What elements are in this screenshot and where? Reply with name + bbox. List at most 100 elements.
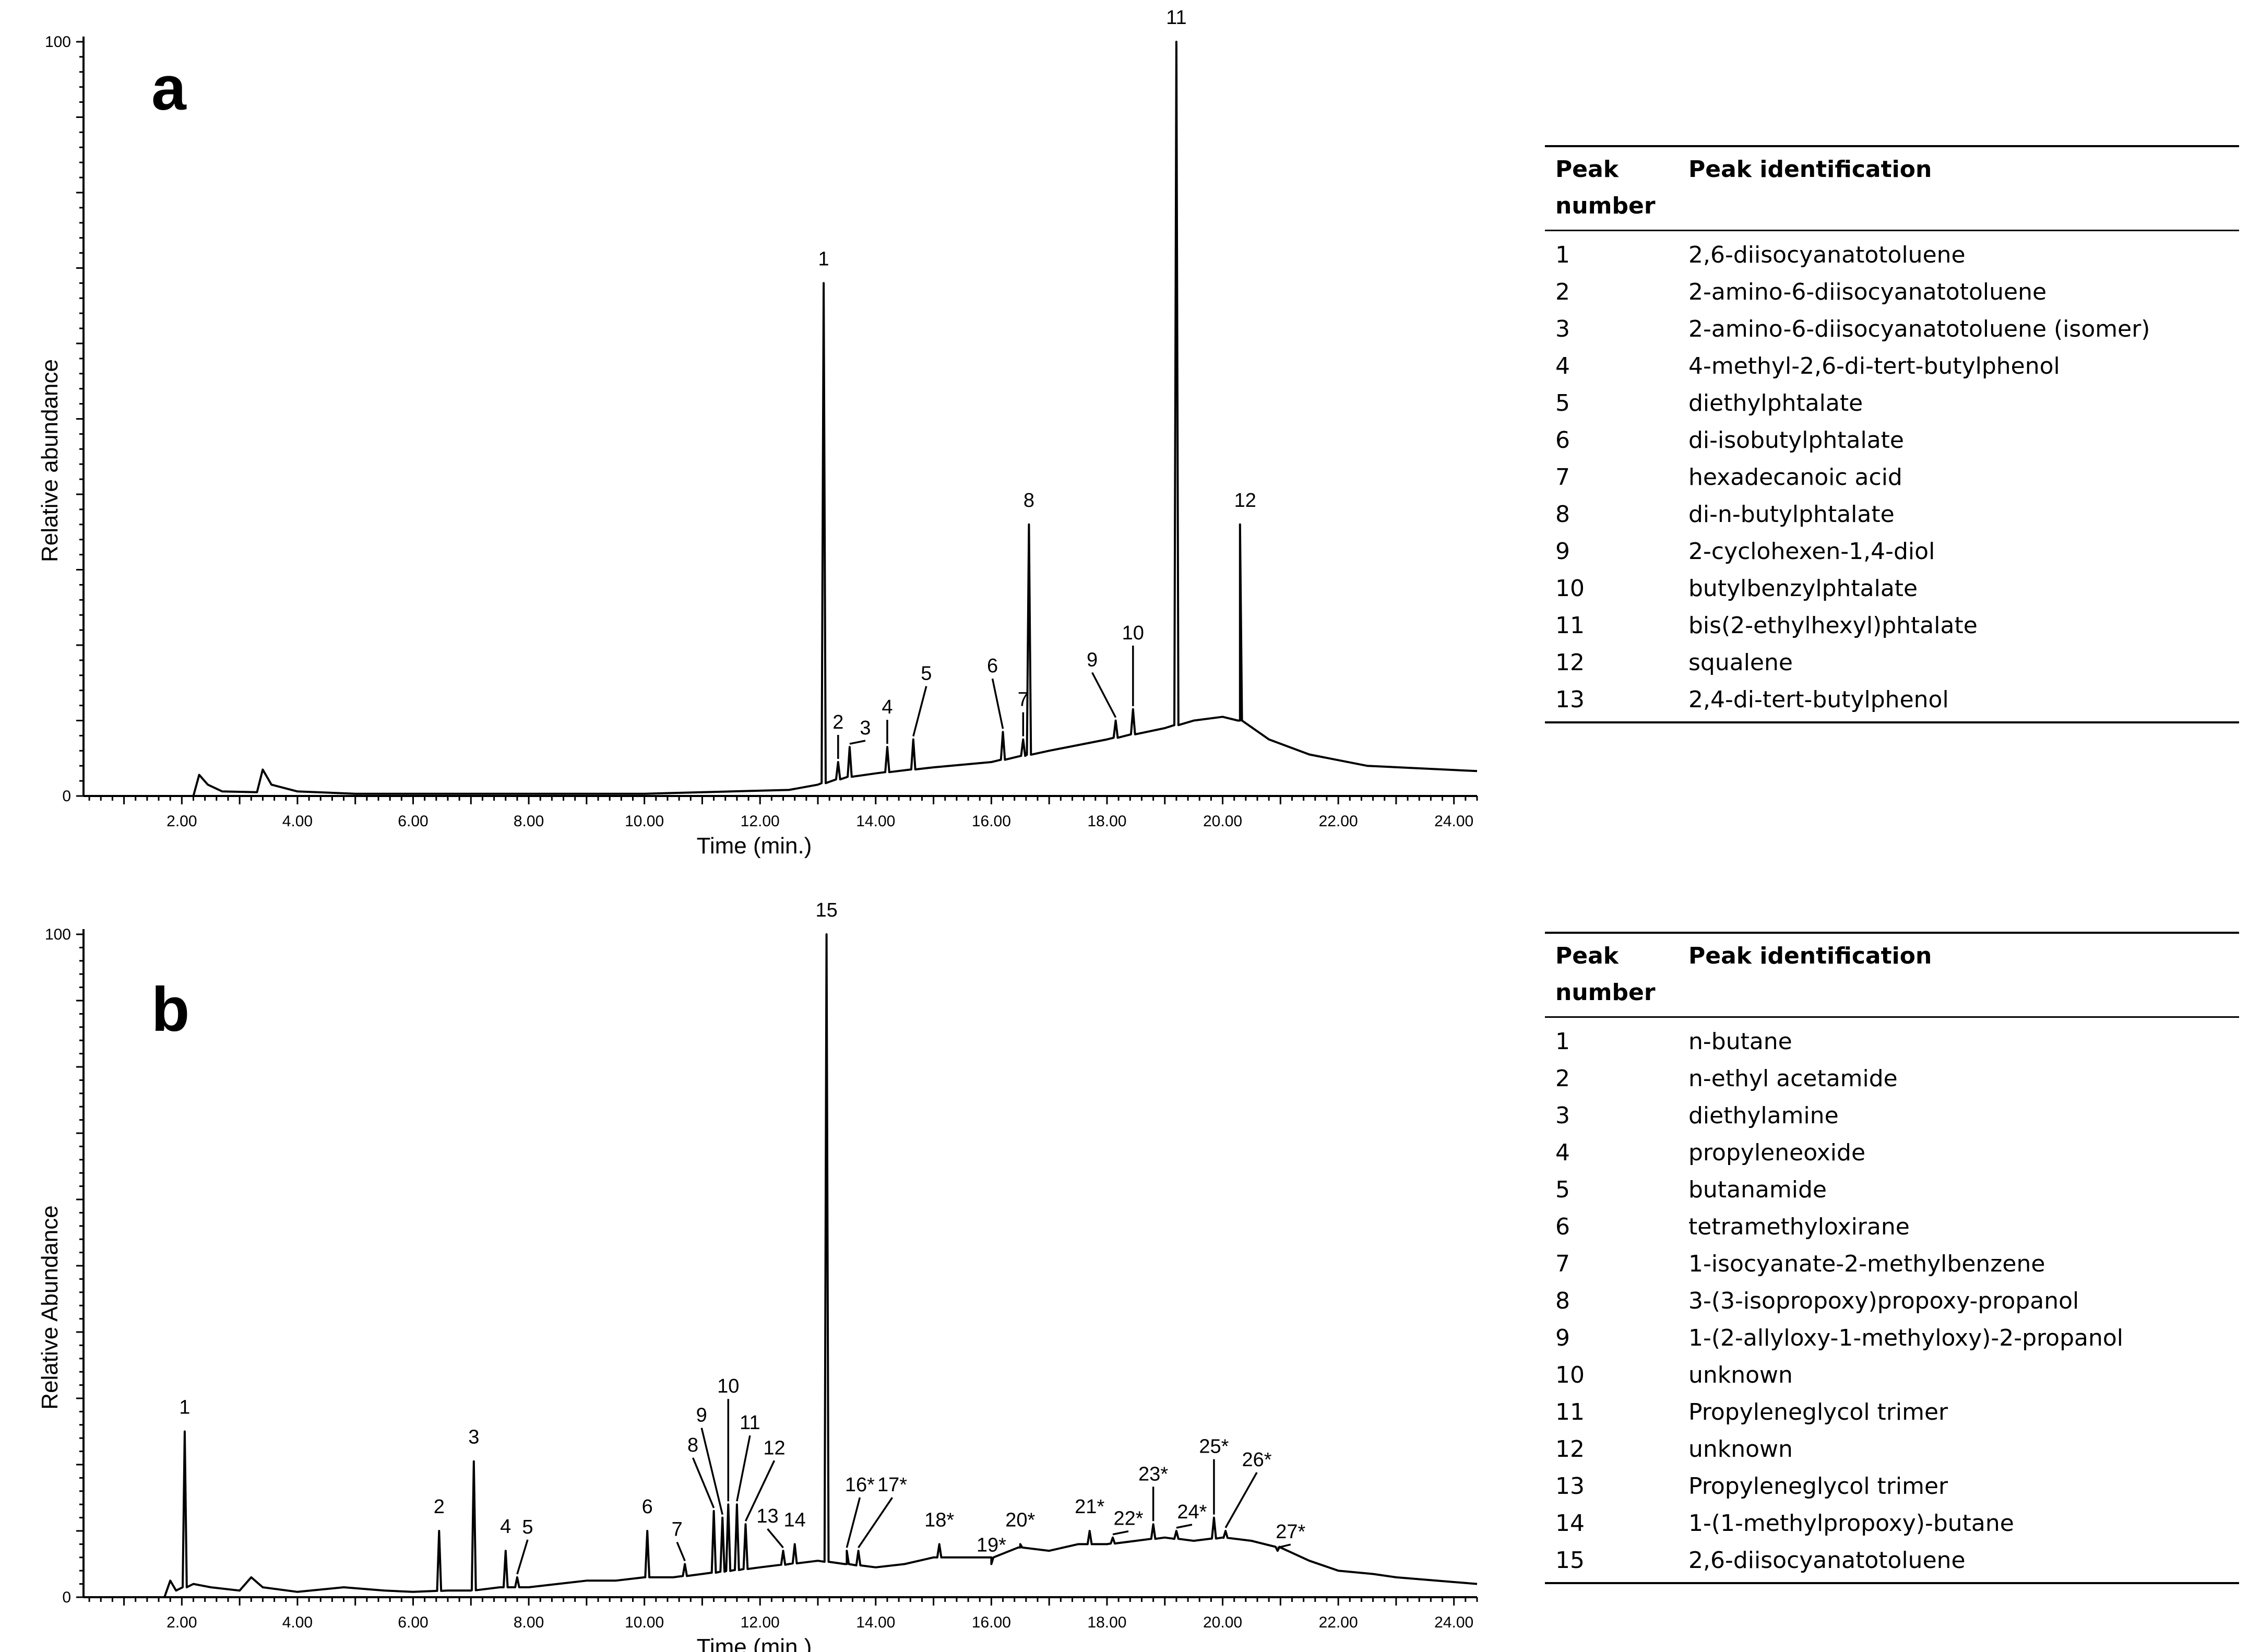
peak-number: 8 [1555, 501, 1570, 528]
peak-label: 8 [1024, 490, 1034, 512]
peak-number: 9 [1555, 1325, 1570, 1351]
peak-number: 12 [1555, 649, 1585, 676]
peak-leader-line [858, 1497, 894, 1549]
peak-table-row: 15 2,6-diisocyanatotoluene [1545, 1542, 2239, 1579]
peak-leader-line [736, 1435, 751, 1502]
peak-label: 17* [877, 1474, 907, 1496]
peak-table-row: 4 4-methyl-2,6-di-tert-butylphenol [1545, 348, 2239, 385]
peak-label: 2 [832, 711, 843, 733]
peak-identification: butylbenzylphtalate [1688, 575, 1918, 602]
peak-number: 12 [1555, 1436, 1585, 1463]
peak-table-row: 2 n-ethyl acetamide [1545, 1060, 2239, 1097]
peak-leader-line [1224, 1472, 1258, 1528]
y-tick-label: 0 [62, 788, 71, 805]
y-axis-title: Relative Abundance [37, 1205, 63, 1409]
peak-table-row: 6 di-isobutylphtalate [1545, 422, 2239, 459]
peak-table-a-header: Peak number Peak identification [1545, 147, 2239, 231]
peak-table-a: Peak number Peak identification 1 2,6-dii… [1545, 145, 2239, 723]
peak-table-row: 7 hexadecanoic acid [1545, 459, 2239, 496]
header-peak-number: Peak number [1545, 151, 1688, 224]
peak-label: 3 [468, 1427, 479, 1448]
peak-table-row: 4 propyleneoxide [1545, 1134, 2239, 1171]
peak-label: 4 [882, 696, 893, 718]
peak-label: 9 [696, 1405, 707, 1427]
plot-b: 0 100 2.00 4.00 6.00 8.00 10.00 12.00 14.00 16.00… [37, 899, 1478, 1652]
x-tick-label: 8.00 [514, 813, 544, 830]
peak-identification: Propyleneglycol trimer [1688, 1399, 1948, 1425]
peak-identification: 2,4-di-tert-butylphenol [1688, 686, 1949, 713]
peak-table-row: 13 Propyleneglycol trimer [1545, 1468, 2239, 1505]
peak-table-row: 8 3-(3-isopropoxy)propoxy-propanol [1545, 1282, 2239, 1320]
peak-number: 14 [1555, 1510, 1585, 1537]
x-tick-label: 4.00 [282, 1614, 313, 1631]
chromatogram-a: a 0 100 2.00 4.00 6.00 8.00 10.00 12.00 14.00 16.… [37, 7, 1478, 859]
peak-identification: n-butane [1688, 1028, 1792, 1055]
peak-identification: butanamide [1688, 1176, 1827, 1203]
peak-label: 8 [687, 1434, 698, 1456]
peak-table-row: 7 1-isocyanate-2-methylbenzene [1545, 1245, 2239, 1282]
peak-table-row: 8 di-n-butylphtalate [1545, 496, 2239, 533]
x-tick-label: 18.00 [1087, 1614, 1126, 1631]
chromatogram-b: b 0 100 2.00 4.00 6.00 8.00 10.00 12.00 14.00 16.… [37, 899, 1478, 1652]
peak-identification: 1-(1-methylpropoxy)-butane [1688, 1510, 2014, 1537]
peak-number: 5 [1555, 390, 1570, 417]
x-tick-label: 24.00 [1434, 1614, 1473, 1631]
header-peak-number-text: Peak number [1555, 156, 1656, 219]
peak-label: 20* [1005, 1509, 1035, 1531]
peak-table-b: Peak number Peak identification 1 n-butan… [1545, 932, 2239, 1584]
peak-table-row: 12 unknown [1545, 1431, 2239, 1468]
peak-identification: n-ethyl acetamide [1688, 1065, 1898, 1092]
peak-leader-line [1112, 1530, 1129, 1536]
peak-label: 15 [815, 899, 837, 921]
peak-number: 15 [1555, 1547, 1585, 1574]
peak-label: 7 [1018, 689, 1029, 711]
peak-leader-line [516, 1539, 529, 1575]
peak-table-row: 5 butanamide [1545, 1171, 2239, 1208]
header-peak-number: Peak number [1545, 938, 1688, 1011]
peak-leader-line [1277, 1543, 1291, 1549]
peak-leader-line [1091, 672, 1117, 718]
peak-table-row: 1 2,6-diisocyanatotoluene [1545, 236, 2239, 274]
x-axis-title: Time (min.) [697, 1634, 812, 1652]
x-tick-label: 8.00 [514, 1614, 544, 1631]
peak-label: 10 [1122, 622, 1144, 644]
peak-number: 2 [1555, 279, 1570, 305]
peak-number: 1 [1555, 242, 1570, 268]
x-tick-label: 10.00 [625, 1614, 664, 1631]
peak-table-a-rows: 1 2,6-diisocyanatotoluene 2 2-amino-6-diiso… [1545, 231, 2239, 721]
x-tick-label: 18.00 [1087, 813, 1126, 830]
peak-identification: bis(2-ethylhexyl)phtalate [1688, 612, 1978, 639]
x-tick-label: 20.00 [1203, 813, 1242, 830]
x-tick-label: 4.00 [282, 813, 313, 830]
peak-number: 11 [1555, 1399, 1585, 1425]
x-tick-label: 12.00 [741, 813, 780, 830]
peak-number: 6 [1555, 1214, 1570, 1240]
peak-number: 4 [1555, 353, 1570, 379]
peak-label: 11 [740, 1412, 760, 1434]
peak-leader-line [700, 1428, 723, 1515]
peak-label: 5 [522, 1516, 533, 1538]
header-peak-identification: Peak identification [1688, 943, 1932, 969]
y-axis-title: Relative abundance [37, 359, 63, 562]
peak-label: 21* [1075, 1496, 1104, 1518]
peak-number: 13 [1555, 686, 1585, 713]
x-axis-title: Time (min.) [697, 833, 812, 859]
peak-table-row: 2 2-amino-6-diisocyanatotoluene [1545, 274, 2239, 311]
peak-number: 5 [1555, 1176, 1570, 1203]
peak-table-row: 1 n-butane [1545, 1023, 2239, 1060]
peak-label: 26* [1242, 1449, 1272, 1471]
peak-table-row: 5 diethylphtalate [1545, 385, 2239, 422]
peak-label: 12 [1234, 490, 1256, 512]
peak-identification: 2-amino-6-diisocyanatotoluene [1688, 279, 2047, 305]
y-tick-label: 100 [45, 926, 71, 943]
peak-label: 9 [1087, 649, 1098, 671]
peak-identification: di-n-butylphtalate [1688, 501, 1895, 528]
peak-number: 1 [1555, 1028, 1570, 1055]
peak-label: 23* [1138, 1463, 1168, 1485]
peak-label: 25* [1199, 1436, 1229, 1458]
peak-label: 19* [977, 1535, 1006, 1556]
peak-label: 3 [860, 717, 871, 739]
peak-number: 6 [1555, 427, 1570, 454]
peak-identification: 1-(2-allyloxy-1-methyloxy)-2-propanol [1688, 1325, 2123, 1351]
x-tick-label: 16.00 [972, 813, 1011, 830]
